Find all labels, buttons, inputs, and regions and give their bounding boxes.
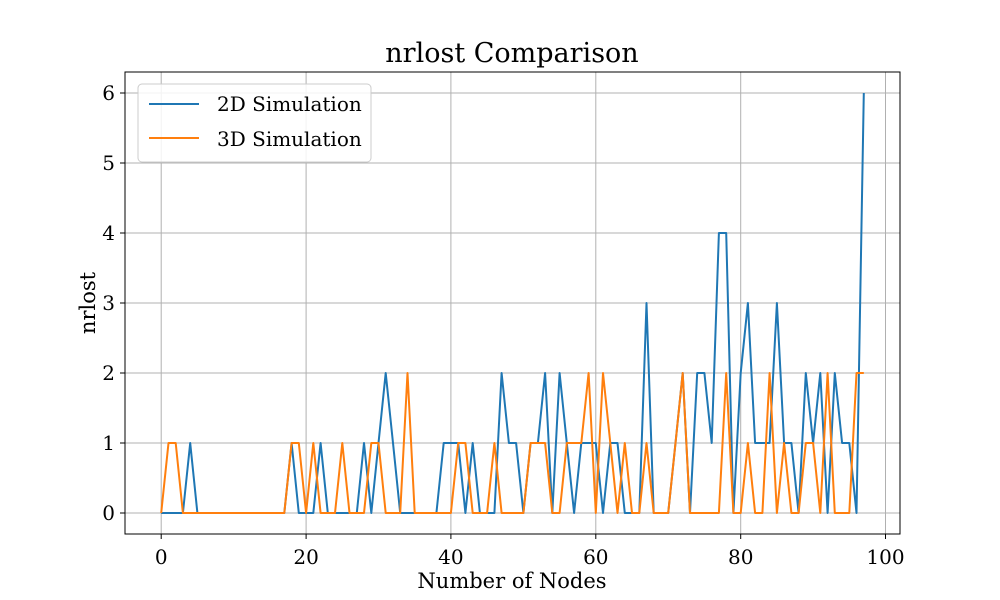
- grid: [125, 72, 900, 534]
- y-tick-label: 6: [102, 81, 115, 105]
- y-tick-label: 3: [102, 291, 115, 315]
- series-lines: [160, 92, 865, 514]
- x-tick-label: 80: [728, 545, 753, 569]
- y-tick-label: 2: [102, 361, 115, 385]
- legend: 2D Simulation 3D Simulation: [137, 83, 372, 163]
- x-tick-label: 20: [293, 545, 318, 569]
- y-tick-label: 5: [102, 151, 115, 175]
- y-tick-label: 0: [102, 501, 115, 525]
- x-tick-label: 60: [583, 545, 608, 569]
- series-line-3d: [160, 372, 864, 514]
- x-tick-label: 0: [155, 545, 168, 569]
- y-tick-label: 4: [102, 221, 115, 245]
- chart-title: nrlost Comparison: [385, 38, 638, 69]
- legend-label-3d: 3D Simulation: [217, 127, 362, 151]
- x-axis-label: Number of Nodes: [417, 569, 606, 593]
- y-axis-label: nrlost: [76, 271, 100, 334]
- legend-label-2d: 2D Simulation: [217, 92, 362, 116]
- x-tick-label: 40: [438, 545, 463, 569]
- x-tick-label: 100: [866, 545, 904, 569]
- axis-ticks: 0 20 40 60 80 100 0 1 2 3 4 5 6: [102, 81, 904, 569]
- y-tick-label: 1: [102, 431, 115, 455]
